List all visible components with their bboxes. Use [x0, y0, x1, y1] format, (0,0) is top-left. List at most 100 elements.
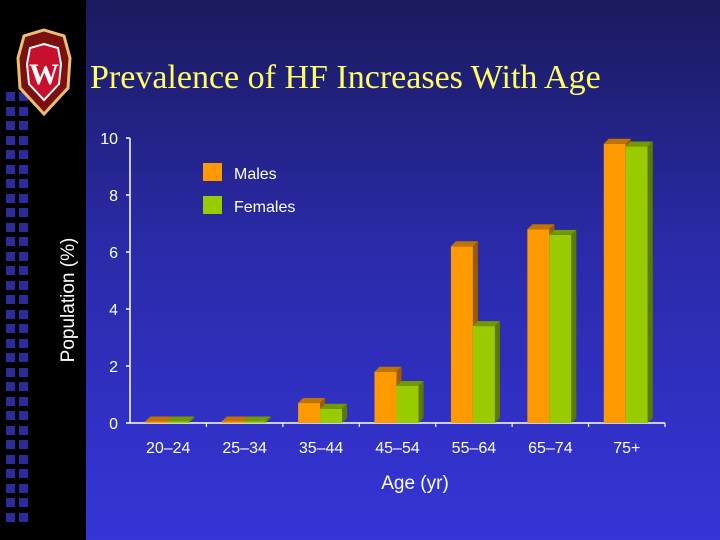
pattern-square [6, 425, 15, 435]
bar-top-males [221, 416, 249, 422]
pattern-square [6, 512, 15, 522]
plot-area: 0 2 4 6 8 10 20–24 25–34 35–44 45–54 55–64 65–74 75+… [100, 131, 666, 457]
pattern-square [6, 353, 15, 362]
y-tick-label: 0 [109, 416, 118, 433]
pattern-square [6, 280, 15, 290]
pattern-square [19, 454, 28, 464]
pattern-square [6, 121, 15, 130]
pattern-square [6, 179, 15, 188]
bar-females [320, 408, 343, 423]
y-tick-label: 4 [109, 302, 118, 319]
bar-females [243, 421, 266, 423]
pattern-square [6, 498, 15, 507]
y-tick-label: 8 [109, 188, 118, 205]
pattern-square [19, 396, 28, 406]
pattern-square [19, 222, 28, 232]
legend-label-males: Males [234, 166, 277, 183]
pattern-square [19, 179, 28, 188]
pattern-square [19, 150, 28, 159]
pattern-square [19, 92, 28, 101]
pattern-square [6, 440, 15, 449]
y-tick-label: 6 [109, 245, 118, 262]
pattern-square [6, 396, 15, 406]
pattern-square [6, 251, 15, 261]
bar-side-females [418, 380, 424, 423]
bar-top-males [145, 416, 173, 422]
pattern-square [19, 425, 28, 435]
bar-side-females [265, 416, 271, 423]
pattern-square [19, 266, 28, 275]
pattern-square [6, 367, 15, 377]
y-axis-title: Population (%) [58, 238, 79, 363]
pattern-square [19, 280, 28, 290]
bar-top-females [320, 403, 348, 409]
slide-title: Prevalence of HF Increases With Age [90, 59, 601, 96]
x-tick-label: 45–54 [375, 440, 420, 457]
bar-top-females [549, 229, 577, 235]
pattern-square [6, 454, 15, 464]
bar-side-females [189, 416, 195, 423]
bar-females [625, 146, 648, 424]
pattern-square [6, 222, 15, 232]
bar-top-females [243, 416, 271, 422]
y-tick-label: 10 [100, 131, 118, 148]
bar-top-males [298, 398, 326, 404]
pattern-square [19, 382, 28, 391]
svg-text:W: W [29, 58, 59, 91]
pattern-square [6, 150, 15, 159]
pattern-square [6, 324, 15, 333]
pattern-square [19, 440, 28, 449]
pattern-square [19, 353, 28, 362]
y-tick-label: 2 [109, 359, 118, 376]
pattern-square [19, 295, 28, 304]
pattern-square [19, 338, 28, 348]
bar-side-females [342, 403, 348, 423]
bar-males [298, 403, 321, 423]
bar-side-females [494, 321, 500, 423]
pattern-square [19, 237, 28, 246]
pattern-square [19, 512, 28, 522]
bar-females [396, 385, 419, 423]
bar-males [221, 421, 244, 423]
pattern-square [6, 106, 15, 116]
pattern-square [19, 135, 28, 145]
pattern-square [19, 164, 28, 174]
pattern-square [19, 251, 28, 261]
pattern-square [19, 483, 28, 493]
x-tick-label: 35–44 [299, 440, 344, 457]
pattern-square [6, 164, 15, 174]
bar-top-males [450, 241, 478, 247]
pattern-square [19, 106, 28, 116]
pattern-square [6, 135, 15, 145]
pattern-square [19, 193, 28, 203]
pattern-square [6, 382, 15, 391]
pattern-square [6, 411, 15, 420]
bar-males [145, 421, 168, 423]
pattern-square [6, 338, 15, 348]
x-tick-label: 55–64 [452, 440, 497, 457]
bar-top-females [472, 321, 500, 327]
legend-swatch-males [203, 163, 222, 181]
bar-top-females [625, 141, 653, 147]
pattern-square [19, 411, 28, 420]
x-tick-label: 75+ [613, 440, 640, 457]
pattern-square [6, 483, 15, 493]
pattern-square [19, 469, 28, 478]
pattern-square [19, 324, 28, 333]
bar-top-males [374, 366, 402, 372]
pattern-square [6, 295, 15, 304]
bar-females [167, 421, 190, 423]
legend-swatch-females [203, 196, 222, 214]
bar-males [527, 229, 550, 423]
pattern-square [6, 237, 15, 246]
bar-males [603, 143, 626, 423]
wisconsin-crest-icon: W [16, 28, 72, 117]
bar-top-males [603, 138, 631, 144]
x-tick-label: 25–34 [222, 440, 267, 457]
x-tick-label: 20–24 [146, 440, 191, 457]
legend-label-females: Females [234, 199, 295, 216]
pattern-square [19, 367, 28, 377]
x-axis-title: Age (yr) [381, 473, 449, 494]
pattern-square [19, 309, 28, 319]
pattern-square [19, 498, 28, 507]
